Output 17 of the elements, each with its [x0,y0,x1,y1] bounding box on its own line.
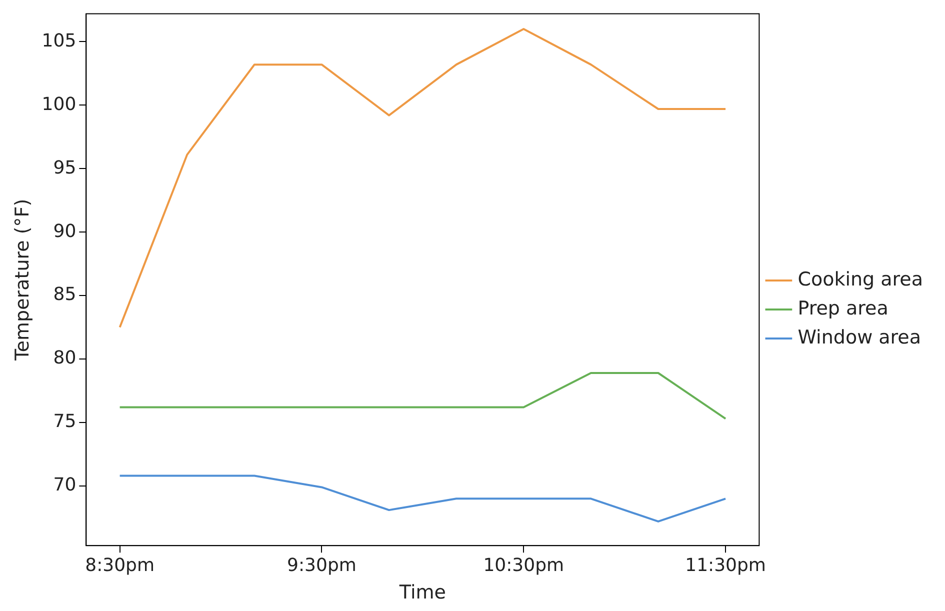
legend-label: Cooking area [798,268,924,290]
x-axis-title: Time [398,582,446,604]
y-tick-label: 70 [53,474,76,496]
legend-label: Window area [798,326,922,348]
y-tick-label: 105 [42,30,76,52]
y-tick-label: 95 [53,157,76,178]
x-tick-label: 10:30pm [483,555,564,576]
y-tick-label: 80 [53,348,76,369]
x-tick-label: 9:30pm [287,555,356,576]
y-tick-label: 75 [53,411,76,432]
x-tick-label: 8:30pm [85,555,155,576]
y-axis-title: Temperature (°F) [11,198,34,362]
y-tick-label: 90 [53,220,76,242]
y-tick-label: 85 [53,284,76,306]
x-tick-label: 11:30pm [685,555,766,576]
y-tick-label: 100 [42,94,76,115]
legend-label: Prep area [798,297,888,320]
